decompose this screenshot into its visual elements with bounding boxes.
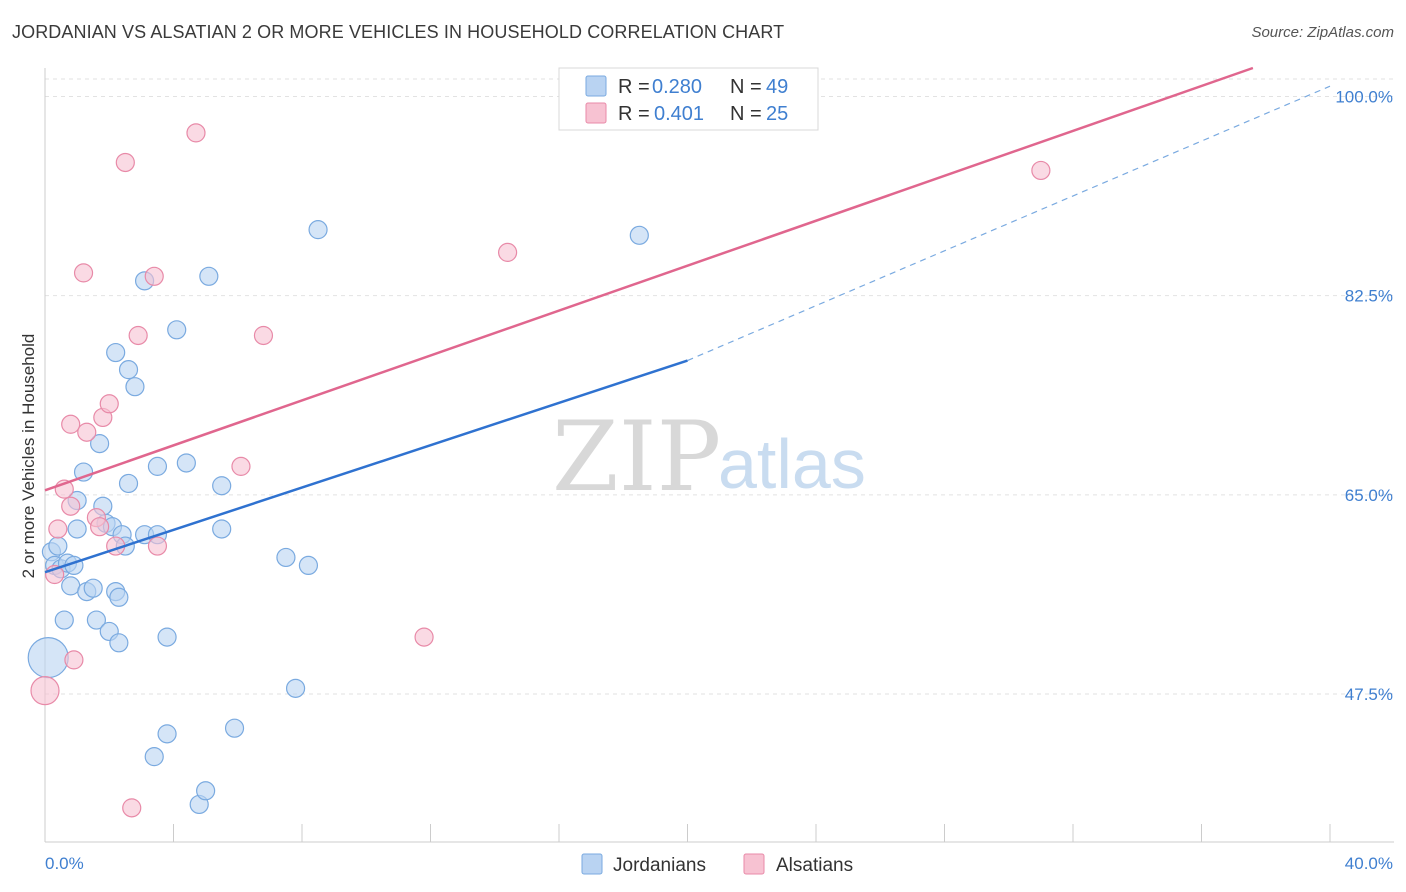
legend-r-label-alsatians: R =	[618, 103, 650, 125]
watermark-zip: ZIP	[552, 401, 721, 513]
jordanian-point	[106, 342, 126, 363]
jordanian-point	[298, 555, 319, 576]
alsatian-point	[61, 496, 81, 516]
legend-swatch-alsatians	[585, 102, 607, 124]
legend: R = 0.280 N = 49 R = 0.401 N = 25	[558, 67, 819, 131]
jordanian-point	[67, 519, 87, 539]
alsatian-point	[61, 414, 81, 434]
alsatian-point	[99, 394, 119, 414]
jordanian-point	[212, 519, 232, 539]
chart-title: JORDANIAN VS ALSATIAN 2 OR MORE VEHICLES…	[12, 22, 785, 42]
legend-swatch-jordanians	[585, 75, 607, 97]
points-layer	[27, 123, 1051, 818]
bottom-legend-label-alsatians: Alsatians	[776, 855, 853, 876]
grid-layer	[45, 78, 1394, 695]
tick-layer: 47.5% 65.0% 82.5% 100.0% 0.0% 40.0%	[45, 87, 1393, 873]
jordanian-point	[147, 456, 168, 476]
axes-layer	[44, 68, 1394, 843]
jordanian-point	[224, 718, 245, 738]
y-tick-label: 82.5%	[1345, 287, 1393, 306]
alsatian-point	[115, 152, 135, 173]
y-tick-label: 65.0%	[1345, 486, 1393, 505]
y-axis-label: 2 or more Vehicles in Household	[19, 334, 38, 579]
jordanian-point	[109, 587, 129, 607]
legend-n-label-alsatians: N =	[730, 103, 762, 125]
legend-n-label-jordanians: N =	[730, 76, 762, 98]
alsatian-point	[1031, 160, 1051, 181]
bottom-legend: Jordanians Alsatians	[581, 853, 853, 876]
watermark-atlas: atlas	[718, 425, 866, 503]
watermark: ZIP atlas	[552, 401, 866, 513]
alsatian-point	[77, 422, 97, 442]
y-tick-label: 47.5%	[1345, 685, 1393, 704]
jordanian-point	[199, 266, 219, 286]
jordanian-point	[109, 633, 129, 653]
alsatian-point	[90, 517, 110, 537]
alsatian-trend-line	[44, 66, 1254, 492]
alsatian-point	[231, 456, 251, 476]
jordanian-point	[157, 724, 177, 744]
bottom-legend-swatch-jordanians	[581, 853, 603, 875]
jordanian-point	[125, 377, 145, 397]
jordanian-point	[308, 220, 328, 240]
trend-layer	[44, 66, 1331, 574]
jordanian-point	[83, 578, 103, 598]
alsatian-point	[64, 650, 84, 670]
x-tick-label-max: 40.0%	[1345, 854, 1393, 873]
jordanian-point	[90, 434, 110, 454]
legend-n-value-jordanians: 49	[766, 76, 788, 98]
jordanian-point	[157, 627, 177, 647]
bottom-legend-label-jordanians: Jordanians	[613, 855, 706, 876]
jordanian-point	[167, 320, 187, 340]
bottom-legend-swatch-alsatians	[743, 853, 765, 875]
alsatian-point	[73, 263, 94, 283]
jordanian-point	[118, 473, 139, 494]
alsatian-point	[253, 325, 274, 346]
alsatian-point	[186, 123, 206, 143]
alsatian-point	[147, 536, 168, 556]
jordanian-point	[27, 637, 69, 679]
alsatian-point	[144, 266, 164, 286]
alsatian-point	[128, 325, 148, 346]
jordanian-point	[61, 576, 81, 596]
y-tick-label: 100.0%	[1335, 87, 1393, 106]
alsatian-point	[122, 798, 142, 818]
jordanian-point	[629, 225, 649, 245]
alsatian-point	[414, 627, 434, 647]
source-credit: Source: ZipAtlas.com	[1251, 24, 1394, 41]
jordanian-point	[285, 678, 306, 698]
jordanian-point	[73, 462, 94, 482]
jordanian-point	[276, 547, 296, 568]
legend-n-value-alsatians: 25	[766, 103, 788, 125]
legend-r-value-alsatians: 0.401	[654, 103, 704, 125]
jordanian-point	[86, 610, 107, 630]
jordanian-point	[196, 781, 216, 801]
alsatian-point	[498, 242, 518, 262]
jordanian-point	[48, 536, 68, 556]
legend-r-label-jordanians: R =	[618, 76, 650, 98]
alsatian-point	[30, 676, 60, 706]
legend-r-value-jordanians: 0.280	[652, 76, 702, 98]
jordanian-point	[54, 610, 74, 630]
alsatian-point	[48, 519, 68, 539]
jordanian-point	[118, 360, 139, 380]
jordanian-point	[176, 453, 196, 473]
jordanian-point	[212, 476, 232, 496]
x-tick-label-min: 0.0%	[45, 854, 84, 873]
jordanian-trend-line	[44, 359, 688, 574]
jordanian-point	[144, 747, 164, 767]
